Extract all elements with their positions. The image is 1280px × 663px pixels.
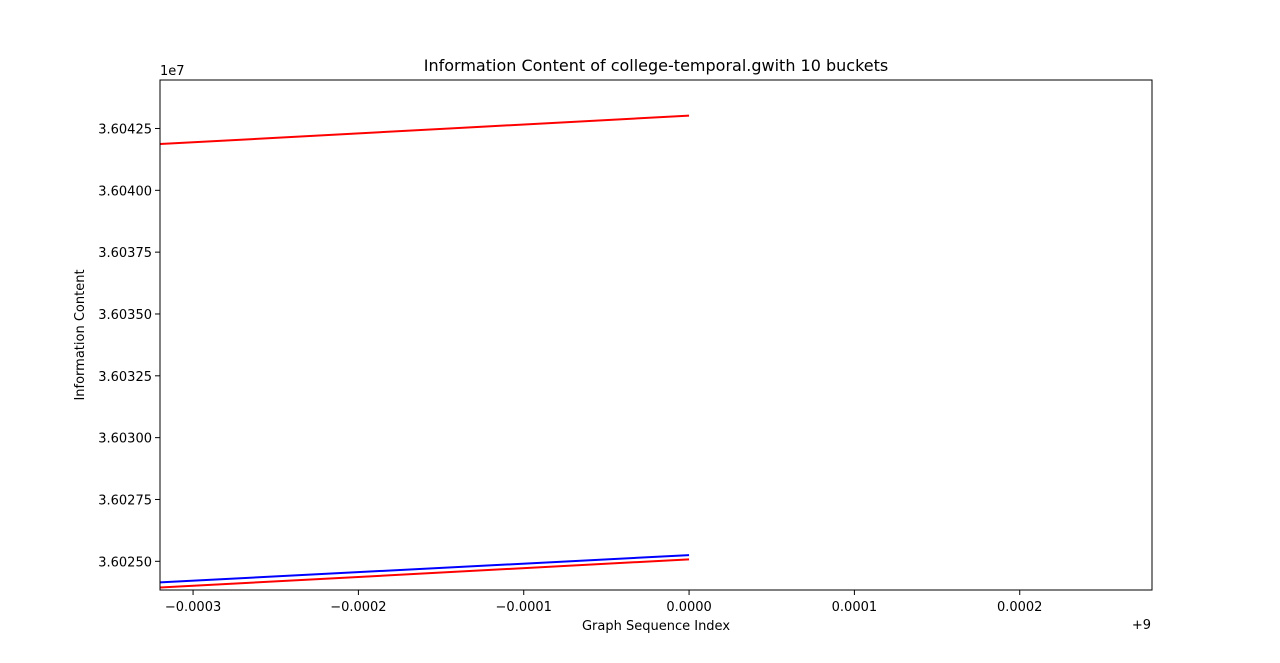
x-offset-label: +9 bbox=[1132, 618, 1151, 633]
chart-title: Information Content of college-temporal.… bbox=[424, 56, 888, 75]
y-axis: 3.60250 3.60275 3.60300 3.60325 3.60350 3.603… bbox=[98, 122, 160, 570]
x-tick-label: −0.0001 bbox=[496, 600, 552, 615]
series-line-2 bbox=[159, 554, 690, 584]
y-tick-label: 3.60375 bbox=[98, 246, 152, 261]
series-line-1 bbox=[159, 114, 690, 146]
series-layer bbox=[159, 114, 690, 589]
series-line-3 bbox=[159, 558, 690, 589]
y-tick-label: 3.60425 bbox=[98, 122, 152, 137]
x-axis: −0.0003 −0.0002 −0.0001 0.0000 0.0001 0.0002 bbox=[165, 590, 1043, 615]
y-tick-label: 3.60250 bbox=[98, 555, 152, 570]
y-scale-label: 1e7 bbox=[160, 64, 185, 79]
y-tick-label: 3.60325 bbox=[98, 370, 152, 385]
x-tick-label: 0.0000 bbox=[666, 600, 712, 615]
x-tick-label: −0.0003 bbox=[165, 600, 221, 615]
y-tick-label: 3.60275 bbox=[98, 493, 152, 508]
plot-frame bbox=[159, 79, 1153, 591]
y-tick-label: 3.60350 bbox=[98, 308, 152, 323]
x-axis-label: Graph Sequence Index bbox=[582, 619, 730, 634]
x-tick-label: 0.0002 bbox=[997, 600, 1043, 615]
y-tick-label: 3.60400 bbox=[98, 184, 152, 199]
y-axis-label: Information Content bbox=[73, 269, 88, 400]
x-tick-label: −0.0002 bbox=[330, 600, 386, 615]
x-tick-label: 0.0001 bbox=[832, 600, 878, 615]
y-tick-label: 3.60300 bbox=[98, 432, 152, 447]
